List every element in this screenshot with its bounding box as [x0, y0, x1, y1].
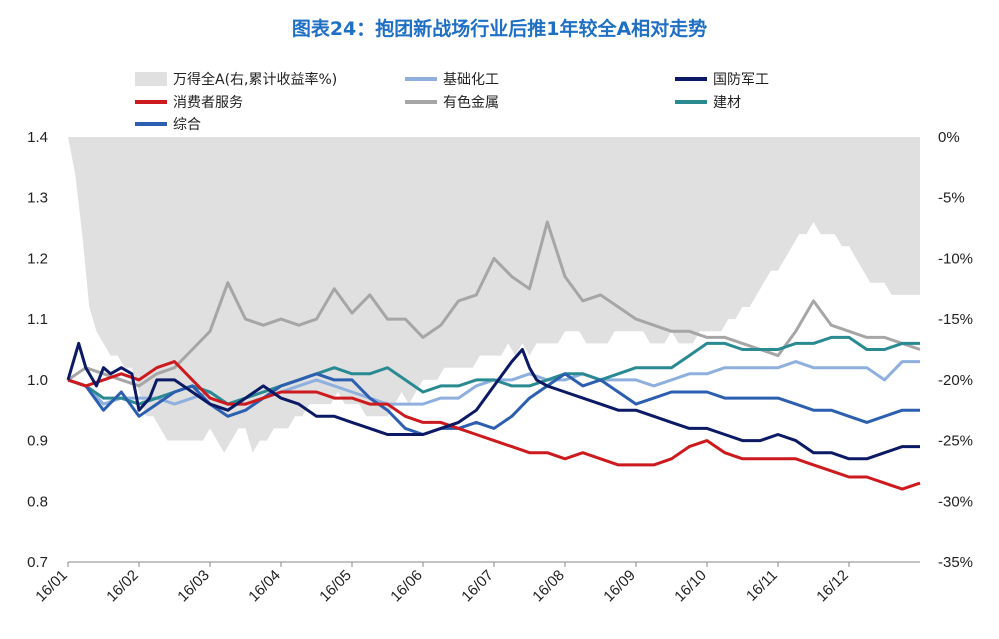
y-right-tick-label: 0%	[938, 129, 960, 146]
x-tick-label: 16/11	[743, 567, 781, 605]
legend-item-building-materials[interactable]: 建材	[675, 95, 741, 111]
series-consumer-services	[67, 360, 921, 491]
y-left-tick-label: 0.7	[27, 554, 48, 571]
legend-item-conglomerate[interactable]: 综合	[135, 117, 201, 133]
x-tick-label: 16/08	[529, 567, 568, 606]
x-tick-label: 16/03	[174, 567, 213, 606]
x-tick-label: 16/12	[813, 567, 852, 606]
legend-item-consumer-services[interactable]: 消费者服务	[135, 95, 243, 111]
y-left-tick-label: 1.3	[27, 190, 48, 207]
legend-item-basic-chemicals[interactable]: 基础化工	[405, 71, 499, 88]
x-tick-label: 16/01	[32, 567, 71, 606]
y-right-tick-label: -35%	[938, 554, 973, 571]
legend-label: 有色金属	[443, 94, 499, 111]
series-defense	[66, 341, 920, 461]
y-right-tick-label: -15%	[938, 311, 973, 328]
series-building-materials	[67, 335, 920, 406]
y-left-tick-label: 1.0	[27, 372, 48, 389]
y-right-tick-label: -30%	[938, 493, 973, 510]
legend-label: 万得全A(右,累计收益率%)	[173, 71, 337, 88]
y-left-tick-label: 1.2	[27, 250, 48, 267]
y-right-tick-label: -25%	[938, 433, 973, 450]
x-tick-label: 16/10	[671, 567, 710, 606]
legend-item-defense[interactable]: 国防军工	[675, 72, 769, 88]
legend-label: 基础化工	[443, 71, 499, 88]
x-tick-label: 16/02	[103, 567, 142, 606]
x-tick-label: 16/05	[316, 567, 355, 606]
series-nonferrous-metals	[67, 220, 921, 388]
y-right-tick-label: -10%	[938, 250, 973, 267]
y-left-tick-label: 0.9	[27, 433, 48, 450]
area-layer	[68, 137, 920, 453]
x-tick-label: 16/07	[458, 567, 497, 606]
legend-label: 国防军工	[713, 72, 769, 88]
y-right-tick-label: -5%	[938, 190, 965, 207]
y-right-tick-label: -20%	[938, 372, 973, 389]
legend-label: 综合	[173, 117, 201, 133]
area-wind-all-a	[68, 137, 920, 453]
series-layer	[66, 220, 921, 491]
legend-label: 建材	[713, 95, 741, 111]
x-tick-label: 16/09	[600, 567, 639, 606]
y-left-tick-label: 0.8	[27, 493, 48, 510]
x-tick-label: 16/06	[387, 567, 426, 606]
y-left-tick-label: 1.1	[27, 311, 48, 328]
y-left-tick-label: 1.4	[27, 129, 48, 146]
legend-swatch	[135, 72, 167, 86]
chart-title: 图表24：抱团新战场行业后推1年较全A相对走势	[291, 18, 708, 40]
legend-label: 消费者服务	[173, 95, 243, 111]
legend-item-nonferrous-metals[interactable]: 有色金属	[405, 94, 499, 111]
legend-item-wind-all-a[interactable]: 万得全A(右,累计收益率%)	[135, 71, 337, 88]
x-tick-label: 16/04	[245, 567, 284, 606]
